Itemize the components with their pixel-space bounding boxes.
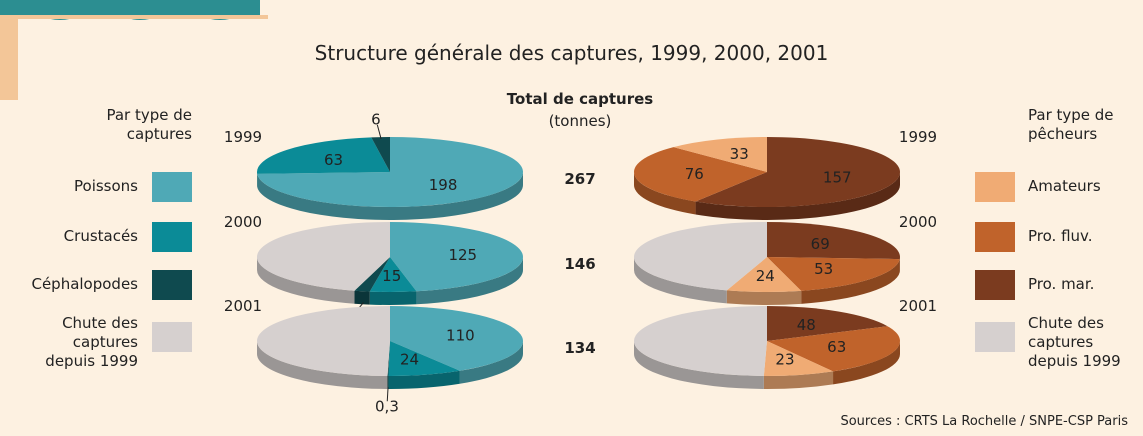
legend-swatch xyxy=(152,172,192,202)
pie-slice-side xyxy=(370,291,417,305)
legend-label: Crustacés xyxy=(20,227,138,246)
legend-label: Chute des captures depuis 1999 xyxy=(20,314,138,371)
data-label: 110 xyxy=(446,327,475,345)
data-label: 53 xyxy=(814,260,833,278)
data-label: 33 xyxy=(730,145,749,163)
legend-title: Par type de captures xyxy=(85,106,192,144)
legend-label: Chute des captures depuis 1999 xyxy=(1028,314,1136,371)
top-strip xyxy=(18,15,268,19)
legend-title: Par type de pêcheurs xyxy=(1028,106,1128,144)
data-label: 24 xyxy=(756,267,775,285)
data-label: 76 xyxy=(685,165,704,183)
legend-swatch xyxy=(975,222,1015,252)
data-label: 48 xyxy=(797,316,816,334)
legend-swatch xyxy=(152,222,192,252)
year-label: 1999 xyxy=(899,128,937,146)
year-label: 2001 xyxy=(899,297,937,315)
pie-slice xyxy=(767,222,900,259)
total-value: 146 xyxy=(564,255,595,273)
totals-unit: (tonnes) xyxy=(480,112,680,131)
pie-slice-side xyxy=(354,291,369,305)
source: Sources : CRTS La Rochelle / SNPE-CSP Pa… xyxy=(840,412,1128,431)
legend-label: Poissons xyxy=(20,177,138,196)
pie-slice-side xyxy=(727,290,801,305)
legend-swatch xyxy=(975,322,1015,352)
infographic: 267146134199919863620001251552001110240,… xyxy=(0,0,1143,436)
legend-label: Amateurs xyxy=(1028,177,1136,196)
legend-swatch xyxy=(152,270,192,300)
chart-title: Structure générale des captures, 1999, 2… xyxy=(0,44,1143,63)
legend-label: Céphalopodes xyxy=(20,275,138,294)
legend-swatch xyxy=(975,172,1015,202)
data-label: 125 xyxy=(448,246,477,264)
chart: 267146134199919863620001251552001110240,… xyxy=(0,0,1143,436)
data-label: 198 xyxy=(429,176,458,194)
data-label: 63 xyxy=(324,151,343,169)
legend-label: Pro. mar. xyxy=(1028,275,1136,294)
data-label: 157 xyxy=(823,168,852,186)
totals-title: Total de captures xyxy=(480,90,680,109)
data-label: 0,3 xyxy=(375,397,399,415)
year-label: 1999 xyxy=(224,128,262,146)
data-label: 23 xyxy=(775,351,794,369)
total-value: 267 xyxy=(564,170,595,188)
legend-swatch xyxy=(152,322,192,352)
legend-label: Pro. fluv. xyxy=(1028,227,1136,246)
year-label: 2001 xyxy=(224,297,262,315)
year-label: 2000 xyxy=(224,213,262,231)
data-label: 6 xyxy=(371,111,381,129)
pie-slice-side xyxy=(387,376,388,389)
data-label: 24 xyxy=(400,351,419,369)
legend-swatch xyxy=(975,270,1015,300)
data-label: 63 xyxy=(827,338,846,356)
data-label: 15 xyxy=(382,267,401,285)
data-label: 69 xyxy=(811,235,830,253)
total-value: 134 xyxy=(564,339,595,357)
year-label: 2000 xyxy=(899,213,937,231)
